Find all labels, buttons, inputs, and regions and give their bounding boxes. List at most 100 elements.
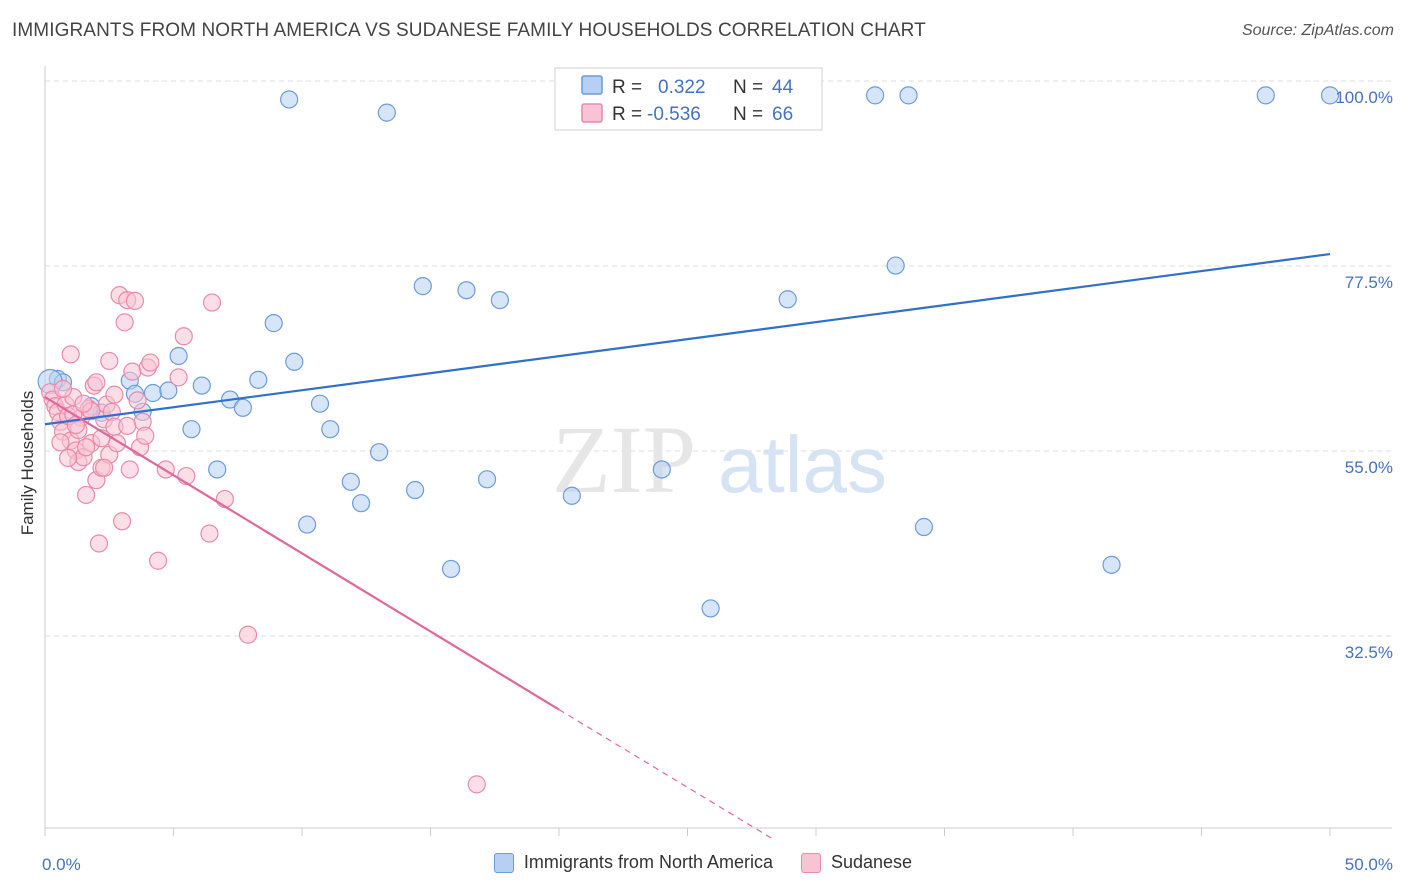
bottom-legend: Immigrants from North America Sudanese	[0, 852, 1406, 873]
blue-point-19	[298, 515, 317, 534]
blue-point-18	[285, 352, 304, 371]
watermark: ZIP atlas	[552, 406, 887, 513]
blue-point-34	[701, 599, 720, 618]
pink-point-61	[105, 385, 124, 404]
pink-point-14	[77, 485, 96, 505]
pink-point-39	[141, 353, 160, 372]
top-legend: R = 0.322 N = 44 R = -0.536 N = 66	[554, 67, 823, 131]
pink-point-46	[202, 293, 222, 312]
pink-point-32	[123, 362, 142, 381]
blue-point-27	[413, 277, 432, 296]
pink-point-42	[169, 368, 188, 387]
blue-point-39	[914, 517, 934, 537]
legend-swatch-pink	[581, 103, 603, 123]
blue-point-30	[477, 470, 497, 489]
trend-line-sudanese	[44, 396, 560, 711]
blue-point-8	[159, 381, 178, 400]
blue-point-17	[280, 90, 299, 109]
legend-swatch-sudanese	[800, 852, 821, 873]
blue-point-12	[208, 460, 227, 479]
y-tick-label-0: 32.5%	[1345, 643, 1393, 662]
blue-point-10	[182, 420, 201, 439]
pink-point-28	[112, 512, 132, 531]
pink-point-54	[87, 373, 106, 392]
legend-item-immigrants: Immigrants from North America	[493, 852, 773, 873]
blue-point-38	[899, 86, 918, 105]
pink-point-55	[100, 351, 119, 371]
pink-point-45	[200, 524, 219, 543]
pink-point-24	[102, 402, 121, 422]
blue-point-29	[457, 281, 476, 300]
series-immigrants-points	[37, 86, 1340, 618]
legend-r-label-blue: R =	[612, 77, 642, 98]
blue-point-21	[321, 420, 340, 439]
grid-lines	[45, 80, 1392, 637]
blue-point-40	[1102, 555, 1121, 574]
blue-point-37	[886, 256, 905, 275]
pink-point-49	[467, 775, 486, 794]
legend-n-label-blue: N =	[733, 77, 763, 98]
legend-swatch-immigrants	[493, 852, 514, 873]
blue-point-28	[441, 559, 461, 579]
axes	[44, 66, 1392, 836]
pink-point-57	[59, 448, 78, 468]
pink-point-31	[120, 460, 139, 479]
pink-point-48	[238, 625, 258, 644]
legend-n-value-blue: 44	[772, 77, 794, 98]
pink-point-59	[74, 394, 93, 413]
pink-point-58	[53, 379, 73, 398]
chart-source: Source: ZipAtlas.com	[1241, 22, 1394, 39]
pink-point-65	[118, 416, 137, 435]
x-tick-label-max: 50.0%	[1345, 855, 1393, 874]
pink-point-50	[61, 345, 80, 364]
chart-title: IMMIGRANTS FROM NORTH AMERICA VS SUDANES…	[12, 20, 926, 41]
blue-point-42	[1320, 86, 1340, 105]
legend-r-label-pink: R =	[612, 104, 642, 125]
pink-point-64	[95, 458, 114, 477]
blue-point-20	[310, 394, 330, 413]
blue-point-23	[352, 494, 371, 513]
blue-point-36	[866, 86, 885, 105]
y-tick-label-2: 77.5%	[1345, 273, 1393, 292]
x-tick-label-min: 0.0%	[42, 855, 81, 874]
blue-point-11	[192, 376, 211, 395]
blue-point-22	[341, 472, 360, 491]
legend-r-value-pink: -0.536	[647, 104, 701, 125]
trend-line-immigrants	[44, 252, 1331, 426]
pink-point-63	[77, 438, 96, 457]
blue-point-15	[249, 370, 268, 389]
series-sudanese-points	[41, 286, 486, 794]
blue-point-32	[562, 486, 581, 505]
pink-point-40	[148, 551, 168, 570]
pink-point-29	[115, 313, 134, 332]
blue-point-41	[1256, 86, 1275, 105]
legend-item-sudanese: Sudanese	[800, 852, 913, 873]
pink-point-62	[51, 433, 70, 452]
legend-n-value-pink: 66	[772, 104, 793, 125]
pink-point-47	[215, 489, 234, 509]
legend-swatch-blue	[581, 75, 603, 95]
blue-point-24	[370, 443, 389, 462]
blue-point-33	[652, 460, 671, 479]
watermark-atlas: atlas	[718, 420, 887, 509]
pink-point-33	[125, 291, 145, 311]
trend-line-sudanese-extension	[558, 709, 773, 840]
x-tick-labels: 0.0% 50.0%	[42, 855, 1393, 874]
legend-label-immigrants: Immigrants from North America	[523, 852, 773, 872]
blue-point-9	[169, 346, 188, 366]
blue-point-7	[143, 383, 163, 403]
y-tick-label-3: 100.0%	[1335, 88, 1393, 107]
blue-point-16	[264, 314, 283, 333]
pink-point-19	[89, 534, 109, 553]
y-tick-label-1: 55.0%	[1345, 458, 1393, 477]
legend-n-label-pink: N =	[733, 104, 763, 125]
pink-point-37	[136, 426, 155, 445]
legend-label-sudanese: Sudanese	[830, 852, 913, 872]
blue-point-26	[405, 480, 425, 500]
blue-point-31	[490, 290, 509, 310]
blue-point-25	[377, 103, 396, 122]
legend-r-value-blue: 0.322	[658, 77, 706, 98]
pink-point-34	[128, 391, 147, 410]
pink-point-43	[174, 327, 193, 346]
